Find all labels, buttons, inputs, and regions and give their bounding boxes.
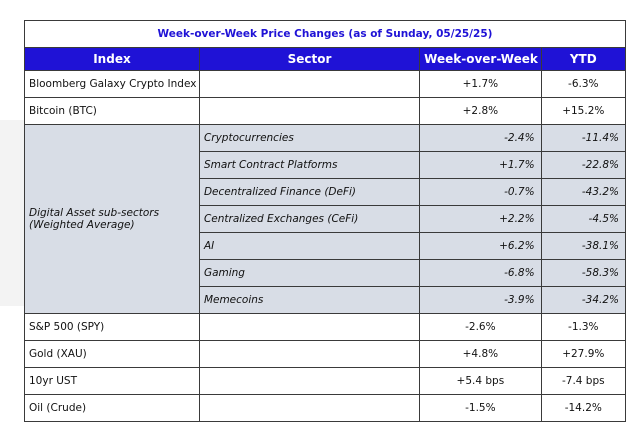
sector-cell: Cryptocurrencies <box>198 124 421 152</box>
ytd-cell: -34.2% <box>540 286 627 314</box>
table-row: Gold (XAU) +4.8% +27.9% <box>24 340 627 368</box>
index-cell: Bloomberg Galaxy Crypto Index (BGCI) <box>24 70 200 98</box>
sector-cell: Memecoins <box>198 286 421 314</box>
header-row: Index Sector Week-over-Week YTD <box>24 47 627 71</box>
wow-cell: -1.5% <box>419 394 542 422</box>
wow-cell: -6.8% <box>419 259 542 287</box>
subsector-row: AI +6.2% -38.1% <box>25 232 627 260</box>
sector-cell <box>198 394 421 422</box>
ytd-cell: -58.3% <box>540 259 627 287</box>
table-row: Bitcoin (BTC) +2.8% +15.2% <box>24 97 627 125</box>
table-row: 10yr UST +5.4 bps -7.4 bps <box>24 367 627 395</box>
wow-cell: -2.4% <box>419 124 542 152</box>
table-title: Week-over-Week Price Changes (as of Sund… <box>24 20 626 48</box>
sector-cell: Centralized Exchanges (CeFi) <box>198 205 421 233</box>
ytd-cell: -4.5% <box>540 205 627 233</box>
wow-cell: +5.4 bps <box>419 367 542 395</box>
index-cell: 10yr UST <box>24 367 200 395</box>
sector-cell <box>198 340 421 368</box>
wow-cell: +1.7% <box>419 151 542 179</box>
header-ytd: YTD <box>540 47 627 71</box>
ytd-cell: -6.3% <box>540 70 627 98</box>
index-cell: S&P 500 (SPY) <box>24 313 200 341</box>
page-margin-shade <box>0 120 24 306</box>
sector-cell: Smart Contract Platforms <box>198 151 421 179</box>
table-row: Oil (Crude) -1.5% -14.2% <box>24 394 627 422</box>
sector-cell: AI <box>198 232 421 260</box>
wow-cell: +6.2% <box>419 232 542 260</box>
sector-cell <box>198 313 421 341</box>
ytd-cell: -43.2% <box>540 178 627 206</box>
wow-cell: -0.7% <box>419 178 542 206</box>
index-cell: Gold (XAU) <box>24 340 200 368</box>
wow-cell: -3.9% <box>419 286 542 314</box>
ytd-cell: -14.2% <box>540 394 627 422</box>
ytd-cell: -1.3% <box>540 313 627 341</box>
sector-cell: Gaming <box>198 259 421 287</box>
table-row: S&P 500 (SPY) -2.6% -1.3% <box>24 313 627 341</box>
sector-cell <box>198 97 421 125</box>
ytd-cell: +27.9% <box>540 340 627 368</box>
wow-cell: +4.8% <box>419 340 542 368</box>
index-cell: Bitcoin (BTC) <box>24 97 200 125</box>
table-row: Bloomberg Galaxy Crypto Index (BGCI) +1.… <box>24 70 627 98</box>
wow-cell: +2.2% <box>419 205 542 233</box>
subsector-group-label: Digital Asset sub-sectors (Weighted Aver… <box>24 124 200 314</box>
subsector-row: Centralized Exchanges (CeFi) +2.2% -4.5% <box>25 205 627 233</box>
sector-cell <box>198 367 421 395</box>
wow-cell: +1.7% <box>419 70 542 98</box>
subsector-row: Digital Asset sub-sectors (Weighted Aver… <box>24 124 627 314</box>
wow-cell: -2.6% <box>419 313 542 341</box>
sector-cell: Decentralized Finance (DeFi) <box>198 178 421 206</box>
index-cell: Oil (Crude) <box>24 394 200 422</box>
header-sector: Sector <box>198 47 421 71</box>
ytd-cell: -38.1% <box>540 232 627 260</box>
ytd-cell: +15.2% <box>540 97 627 125</box>
subsector-row: Decentralized Finance (DeFi) -0.7% -43.2… <box>25 178 627 206</box>
wow-cell: +2.8% <box>419 97 542 125</box>
ytd-cell: -7.4 bps <box>540 367 627 395</box>
price-changes-table: Week-over-Week Price Changes (as of Sund… <box>24 20 627 422</box>
subsector-row: Memecoins -3.9% -34.2% <box>25 286 627 314</box>
sector-cell <box>198 70 421 98</box>
header-index: Index <box>24 47 200 71</box>
ytd-cell: -11.4% <box>540 124 627 152</box>
subsector-row: Smart Contract Platforms +1.7% -22.8% <box>25 151 627 179</box>
ytd-cell: -22.8% <box>540 151 627 179</box>
header-week-over-week: Week-over-Week <box>419 47 542 71</box>
